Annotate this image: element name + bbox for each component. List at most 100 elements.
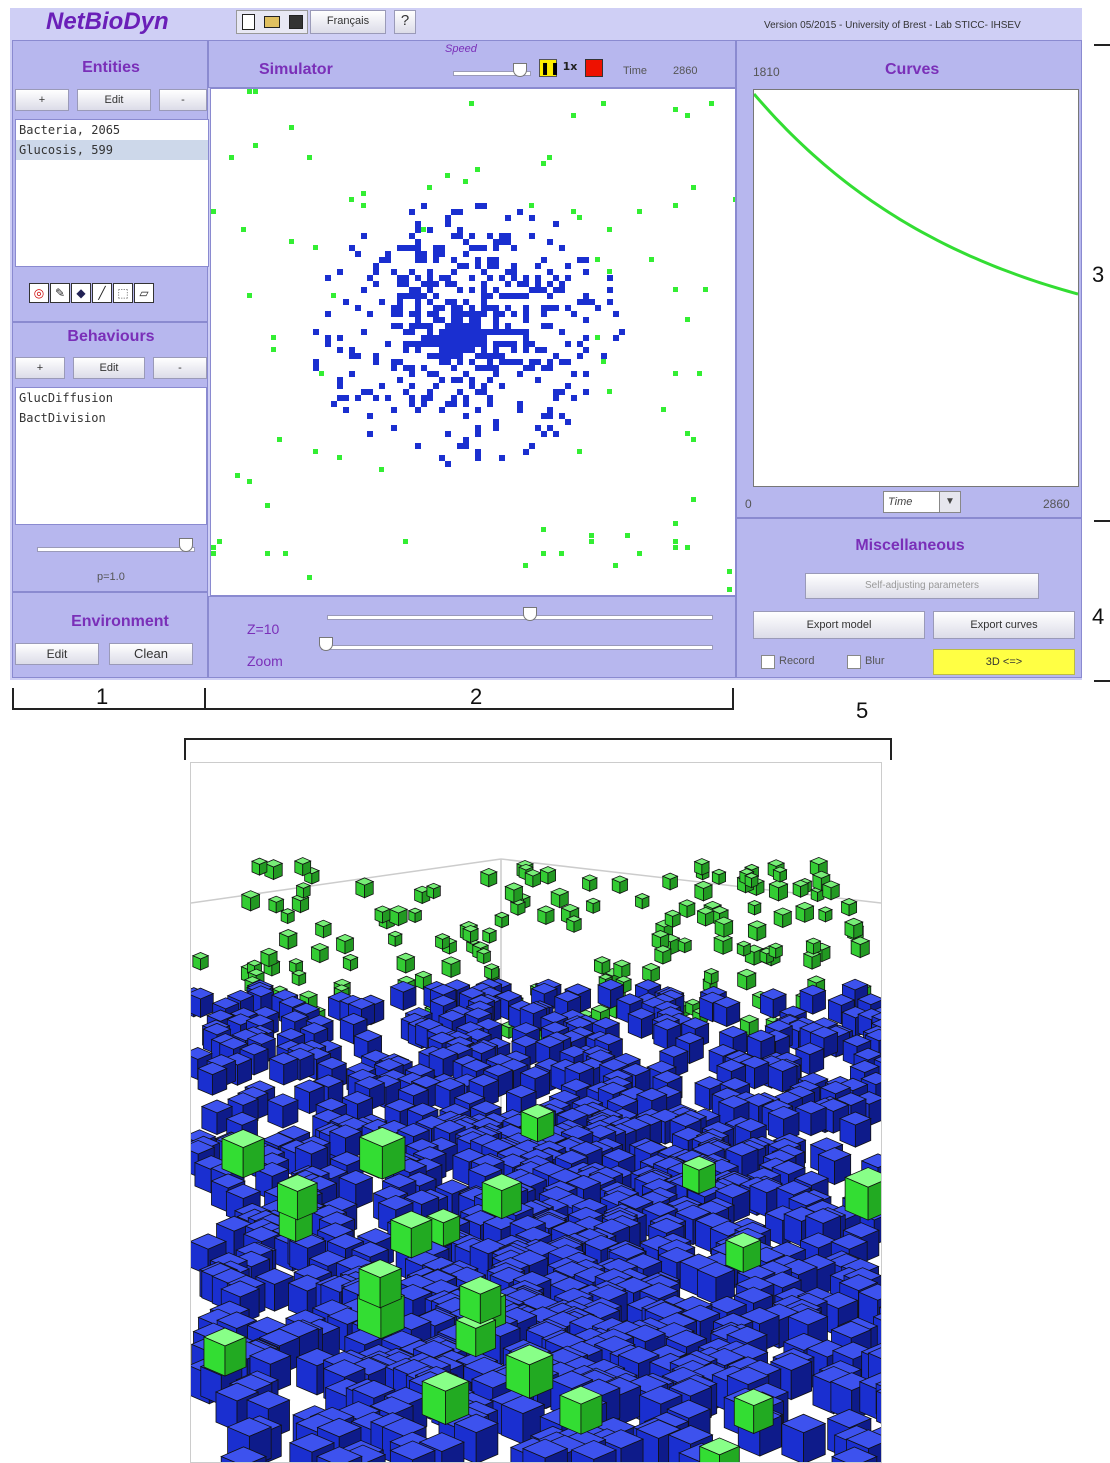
record-checkbox[interactable] [761, 655, 775, 669]
help-button[interactable]: ? [394, 10, 416, 34]
three-d-scene[interactable] [191, 763, 881, 1463]
bacteria-cell [403, 389, 409, 395]
bacteria-cell [445, 431, 451, 437]
glucose-cell [685, 545, 690, 550]
bacteria-cell [409, 383, 415, 389]
glucose-cell [541, 527, 546, 532]
stop-icon[interactable] [585, 59, 603, 77]
zoom-slider-knob[interactable] [319, 637, 333, 651]
marker-2: 2 [470, 684, 483, 709]
glucose-cell [601, 359, 606, 364]
speed-slider-track[interactable] [453, 71, 531, 76]
chevron-down-icon[interactable]: ▼ [939, 492, 960, 512]
behaviour-item-bactdivision[interactable]: BactDivision [19, 411, 106, 425]
x-axis-select[interactable]: Time ▼ [883, 491, 961, 513]
glucose-cube [240, 890, 261, 912]
bacteria-cell [583, 257, 589, 263]
eraser-icon[interactable]: ▱ [134, 283, 154, 303]
glucose-cell [217, 539, 222, 544]
curves-plot [752, 89, 1079, 487]
probability-slider-track[interactable] [37, 547, 195, 552]
open-folder-icon[interactable] [263, 16, 280, 28]
bacteria-cell [361, 389, 367, 395]
bacteria-cell [421, 401, 427, 407]
edit-behaviour-button[interactable]: Edit [73, 357, 145, 379]
entity-item-glucosis[interactable]: Glucosis, 599 [16, 140, 208, 160]
glucose-cell [637, 209, 642, 214]
bacteria-cell [391, 425, 397, 431]
bacteria-cell [421, 323, 427, 329]
glucose-cell [349, 197, 354, 202]
step-icon[interactable]: 1x [562, 60, 578, 73]
bacteria-cell [535, 347, 541, 353]
bacteria-cell [397, 377, 403, 383]
glucose-cell [247, 89, 252, 94]
select-rect-icon[interactable]: ⬚ [113, 283, 133, 303]
line-icon[interactable]: ╱ [92, 283, 112, 303]
pause-icon[interactable]: ❚❚ [539, 59, 561, 77]
glucose-cell [595, 257, 600, 262]
glucose-cube [278, 929, 298, 950]
environment-edit-button[interactable]: Edit [15, 643, 99, 665]
bacteria-cell [595, 305, 601, 311]
bacteria-cell [517, 401, 523, 407]
glucose-cube [792, 879, 810, 898]
bacteria-cell [397, 359, 403, 365]
edit-entity-button[interactable]: Edit [77, 89, 151, 111]
remove-entity-button[interactable]: - [159, 89, 207, 111]
bacteria-cell [481, 245, 487, 251]
bacteria-cell [547, 359, 553, 365]
probability-slider-knob[interactable] [179, 538, 193, 552]
bacteria-cell [415, 305, 421, 311]
simulator-canvas[interactable] [210, 88, 738, 596]
bacteria-cell [583, 347, 589, 353]
bacteria-cell [403, 281, 409, 287]
bacteria-cube [389, 980, 417, 1011]
blur-checkbox[interactable] [847, 655, 861, 669]
add-entity-button[interactable]: + [15, 89, 69, 111]
remove-behaviour-button[interactable]: - [153, 357, 207, 379]
glucose-cell [235, 473, 240, 478]
add-behaviour-button[interactable]: + [15, 357, 65, 379]
bacteria-cell [493, 353, 499, 359]
glucose-cube [356, 1285, 406, 1340]
bacteria-cell [601, 353, 607, 359]
zoom-slider-track[interactable] [321, 645, 713, 650]
bacteria-cell [409, 245, 415, 251]
three-d-button[interactable]: 3D <=> [933, 649, 1075, 675]
speed-slider-knob[interactable] [513, 63, 527, 77]
glucose-cell [253, 89, 258, 94]
simulation-grid[interactable] [211, 89, 738, 595]
bacteria-cell [541, 311, 547, 317]
bacteria-cell [493, 245, 499, 251]
bacteria-cell [523, 275, 529, 281]
export-curves-button[interactable]: Export curves [933, 611, 1075, 639]
behaviour-item-glucdiffusion[interactable]: GlucDiffusion [19, 391, 113, 405]
bacteria-cell [523, 329, 529, 335]
bucket-icon[interactable]: ◆ [71, 283, 91, 303]
bacteria-cell [517, 407, 523, 413]
export-model-button[interactable]: Export model [753, 611, 925, 639]
bacteria-cell [481, 341, 487, 347]
z-level-slider-knob[interactable] [523, 607, 537, 621]
bacteria-cell [397, 305, 403, 311]
save-disk-icon[interactable] [288, 15, 303, 29]
lifebuoy-icon[interactable]: ◎ [29, 283, 49, 303]
glucose-curve-line [752, 93, 1079, 296]
bacteria-cell [403, 347, 409, 353]
record-label: Record [779, 655, 815, 667]
three-d-view[interactable] [190, 762, 882, 1463]
z-level-slider-track[interactable] [327, 615, 713, 620]
glucose-cube [387, 930, 403, 948]
entity-item-bacteria[interactable]: Bacteria, 2065 [19, 123, 121, 137]
bacteria-cell [541, 365, 547, 371]
bacteria-cell [481, 335, 487, 341]
bacteria-cell [421, 281, 427, 287]
language-button[interactable]: Français [310, 10, 386, 34]
glucose-cube [483, 963, 500, 981]
bacteria-cell [337, 347, 343, 353]
self-adjusting-button[interactable]: Self-adjusting parameters [805, 573, 1039, 599]
environment-clean-button[interactable]: Clean [109, 643, 193, 665]
pencil-icon[interactable]: ✎ [50, 283, 70, 303]
new-file-icon[interactable] [241, 14, 255, 30]
